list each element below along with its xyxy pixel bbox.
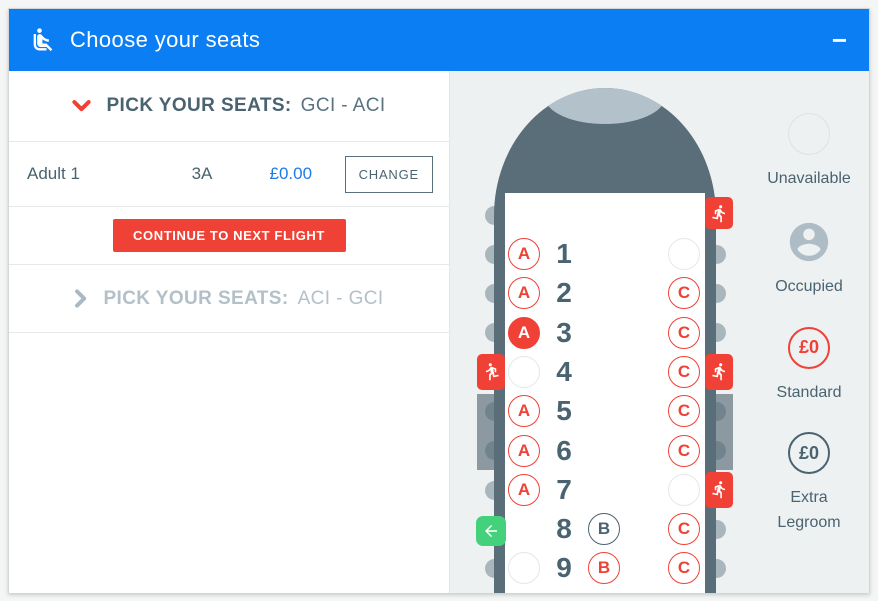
seat-6A[interactable]: A: [508, 434, 540, 467]
continue-row: CONTINUE TO NEXT FLIGHT: [9, 207, 449, 264]
row-number: 2: [556, 277, 572, 309]
row-number: 4: [556, 355, 572, 387]
row-number: 1: [556, 238, 572, 269]
section-route: ACI - GCI: [297, 287, 384, 309]
row-number: 7: [556, 473, 572, 505]
change-seat-button[interactable]: CHANGE: [344, 155, 433, 193]
seat-person-icon: [33, 28, 53, 52]
seat-4A: [508, 355, 540, 388]
collapse-icon[interactable]: −: [831, 25, 847, 55]
row-number: 3: [556, 316, 572, 348]
choose-seats-widget: Choose your seats − PICK YOUR SEATS: GCI…: [8, 8, 870, 593]
seat-2A[interactable]: A: [508, 277, 540, 310]
seat-9A: [508, 552, 540, 585]
seat-row: A C 3: [505, 313, 705, 353]
seat-8B[interactable]: B: [588, 513, 620, 546]
seat-9B[interactable]: B: [588, 552, 620, 585]
extra-legroom-seat-icon: £0: [788, 432, 830, 475]
boarding-arrow-icon: [476, 516, 506, 547]
seat-6C[interactable]: C: [668, 434, 700, 467]
chevron-down-icon: [72, 99, 92, 113]
divider: [9, 206, 449, 207]
seat-legend: Unavailable Occupied £0 Standard £0 Extr…: [736, 113, 869, 563]
section-pick-seats-return[interactable]: PICK YOUR SEATS: ACI - GCI: [9, 265, 449, 332]
left-wing-root: [477, 394, 494, 470]
section-title: PICK YOUR SEATS:: [106, 95, 292, 116]
seat-row: A C 6: [505, 431, 705, 471]
seat-8C[interactable]: C: [668, 513, 700, 546]
widget-title: Choose your seats: [70, 27, 261, 52]
legend-label: Occupied: [775, 277, 843, 295]
divider: [9, 264, 449, 265]
section-route: GCI - ACI: [300, 95, 386, 116]
seat-row: B C 9: [505, 548, 705, 588]
chevron-right-icon: [74, 289, 88, 308]
seat-5A[interactable]: A: [508, 395, 540, 428]
divider: [9, 141, 449, 142]
seat-4C[interactable]: C: [668, 355, 700, 388]
continue-to-next-flight-button[interactable]: CONTINUE TO NEXT FLIGHT: [112, 219, 346, 252]
exit-runner-icon: [705, 353, 733, 390]
seat-7C: [668, 473, 700, 506]
row-number: 8: [556, 513, 572, 545]
exit-runner-icon: [477, 353, 505, 390]
exit-runner-icon: [705, 471, 733, 508]
occupied-person-icon: [789, 222, 829, 261]
section-pick-seats-outbound[interactable]: PICK YOUR SEATS: GCI - ACI: [9, 71, 449, 141]
row-number: 6: [556, 434, 572, 466]
row-number: 5: [556, 395, 572, 427]
cockpit-window-icon: [545, 88, 665, 124]
seat-1A[interactable]: A: [508, 238, 540, 270]
divider: [9, 332, 449, 333]
passenger-row: Adult 1 3A £0.00 CHANGE: [9, 142, 449, 206]
passenger-seat-assignment: 3A: [191, 164, 213, 183]
legend-label: Unavailable: [767, 170, 851, 187]
seat-row: B C 8: [505, 509, 705, 549]
seat-3A[interactable]: A: [508, 316, 540, 349]
standard-seat-icon: £0: [788, 326, 830, 369]
section-title: PICK YOUR SEATS:: [103, 287, 289, 309]
seat-5C[interactable]: C: [668, 395, 700, 428]
seat-1C: [668, 238, 700, 270]
seat-2C[interactable]: C: [668, 277, 700, 310]
legend-label: Standard: [776, 383, 842, 401]
exit-runner-icon: [705, 197, 733, 229]
seat-9C[interactable]: C: [668, 552, 700, 585]
legend-label: Extra Legroom: [777, 489, 841, 532]
seat-3C[interactable]: C: [668, 316, 700, 349]
row-number: 9: [556, 552, 572, 584]
seat-row: A C 5: [505, 391, 705, 431]
seat-picker-panel: PICK YOUR SEATS: GCI - ACI Adult 1 3A £0…: [9, 71, 449, 593]
seat-row: A C 2: [505, 273, 705, 313]
passenger-name: Adult 1: [27, 164, 80, 183]
seat-7A[interactable]: A: [508, 473, 540, 506]
unavailable-seat-icon: [788, 113, 830, 155]
right-wing-root: [716, 394, 733, 470]
widget-header: Choose your seats −: [9, 9, 869, 71]
passenger-seat-price: £0.00: [269, 164, 313, 183]
